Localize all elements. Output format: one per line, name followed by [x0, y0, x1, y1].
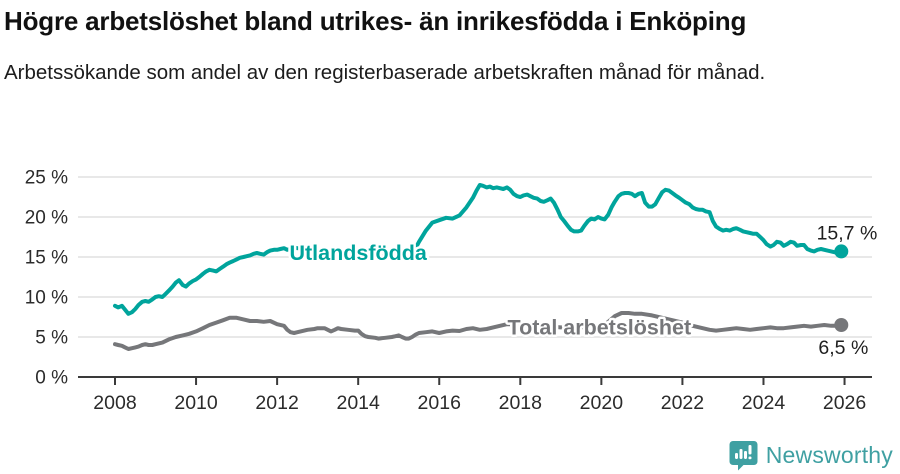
end-value-label: 6,5 %: [818, 337, 868, 359]
chart-title: Högre arbetslöshet bland utrikes- än inr…: [4, 6, 747, 36]
x-tick-label: 2018: [499, 392, 542, 414]
y-tick-label: 20 %: [25, 208, 68, 229]
x-tick-label: 2014: [336, 392, 380, 414]
y-tick-label: 5 %: [35, 328, 68, 349]
y-tick-label: 15 %: [25, 248, 68, 269]
series-line-total: [113, 311, 844, 351]
series-label: Total arbetslöshet: [508, 316, 692, 340]
end-value-label: 15,7 %: [817, 222, 878, 244]
x-tick-label: 2016: [418, 392, 461, 414]
newsworthy-logo-icon: [729, 441, 758, 471]
x-tick-label: 2024: [742, 392, 786, 414]
newsworthy-logo[interactable]: Newsworthy: [729, 440, 893, 471]
x-tick-label: 2012: [255, 392, 298, 414]
series-end-dot: [834, 244, 849, 259]
newsworthy-brand-text: Newsworthy: [765, 442, 893, 468]
series-end-dot: [834, 318, 849, 332]
y-tick-label: 0 %: [35, 368, 68, 389]
series-line-utlandsfodda: [113, 183, 844, 316]
x-tick-label: 2022: [661, 392, 704, 414]
chart-header: Högre arbetslöshet bland utrikes- än inr…: [0, 0, 884, 89]
x-tick-label: 2010: [174, 392, 218, 414]
x-tick-label: 2008: [93, 392, 136, 414]
x-tick-label: 2026: [823, 392, 866, 414]
y-tick-label: 10 %: [25, 288, 68, 309]
x-tick-label: 2020: [580, 392, 624, 414]
y-tick-label: 25 %: [25, 168, 68, 189]
series-label: Utlandsfödda: [290, 241, 428, 265]
chart-subtitle: Arbetssökande som andel av den registerb…: [4, 61, 766, 84]
